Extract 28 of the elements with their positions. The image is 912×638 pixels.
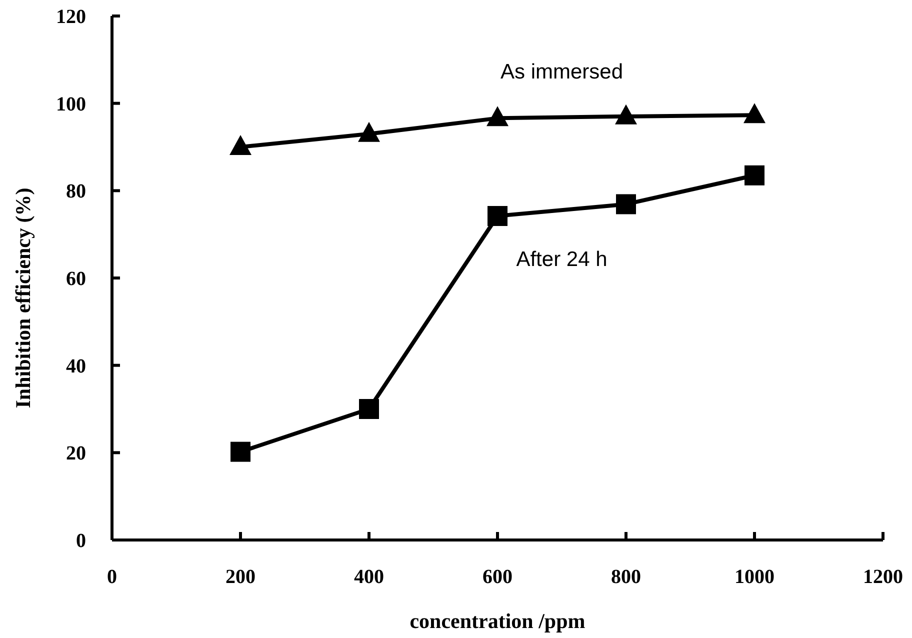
y-tick-label: 100: [56, 93, 86, 116]
x-tick-label: 800: [611, 566, 641, 588]
x-axis-title: concentration /ppm: [410, 609, 586, 633]
x-tick-label: 0: [107, 566, 117, 588]
x-tick-label: 600: [482, 566, 512, 588]
x-tick-label: 400: [354, 566, 384, 588]
y-tick-label: 80: [66, 180, 86, 203]
x-tick-label: 1200: [863, 566, 903, 588]
x-tick-label: 1000: [734, 566, 774, 588]
point: [616, 194, 636, 214]
y-tick-label: 40: [66, 355, 86, 378]
x-tick-label: 200: [226, 566, 256, 588]
point: [359, 399, 379, 419]
y-tick-label: 0: [76, 530, 86, 552]
point: [230, 442, 250, 462]
y-axis-title: Inhibition efficiency (%): [11, 188, 35, 408]
series-label: As immersed: [500, 60, 624, 84]
point: [488, 206, 508, 226]
series-label: After 24 h: [516, 248, 608, 272]
point: [230, 135, 252, 155]
y-tick-label: 60: [66, 268, 86, 290]
point: [486, 106, 508, 126]
point: [358, 122, 380, 142]
y-tick-label: 120: [56, 6, 86, 28]
y-tick-label: 20: [66, 442, 86, 465]
point: [615, 104, 637, 124]
point: [744, 103, 766, 124]
point: [744, 165, 764, 186]
